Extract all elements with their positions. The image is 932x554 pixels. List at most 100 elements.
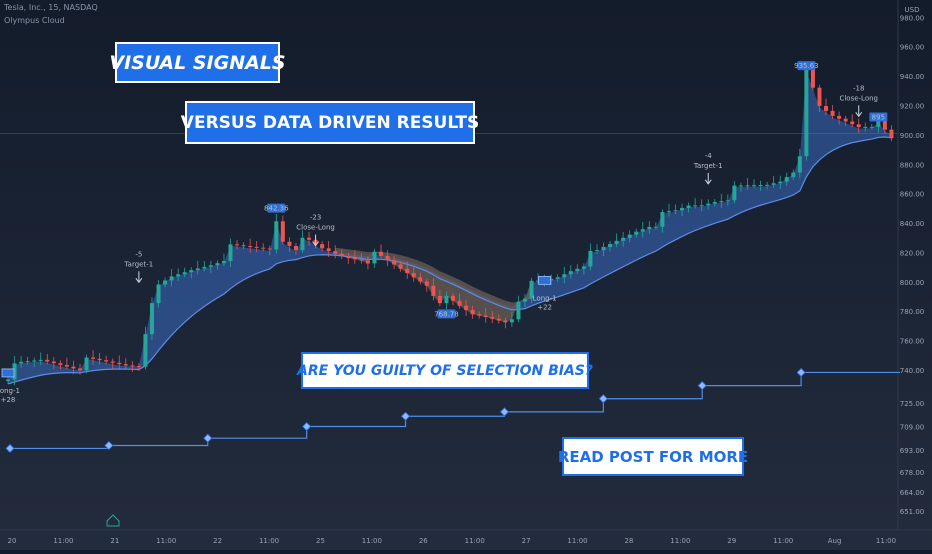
candle-body <box>437 295 442 304</box>
y-tick-label: 880.00 <box>900 161 925 169</box>
trade-pnl: +22 <box>537 303 552 311</box>
equity-node <box>400 411 411 421</box>
candle-body <box>503 320 508 323</box>
candle-body <box>686 205 691 208</box>
y-tick-label: 800.00 <box>900 279 925 287</box>
x-tick-label: 27 <box>522 537 531 545</box>
candle-body <box>830 110 835 116</box>
trade-label: Long-1 <box>533 294 557 302</box>
trade-pnl: -18 <box>853 84 864 92</box>
candle-body <box>143 334 148 367</box>
candle-body <box>195 268 200 271</box>
y-tick-label: 960.00 <box>900 44 925 52</box>
candle-body <box>477 314 482 316</box>
y-tick-label: 820.00 <box>900 249 925 257</box>
price-flag <box>869 112 888 122</box>
candle-body <box>84 357 89 371</box>
price-flag <box>267 203 286 213</box>
exit-arrowhead <box>855 111 863 118</box>
candle-body <box>765 184 770 186</box>
equity-node <box>302 421 312 432</box>
candle-body <box>156 284 161 304</box>
candle-body <box>562 274 567 278</box>
candle-body <box>235 244 240 246</box>
candle-body <box>280 221 285 242</box>
trade-label: Target-1 <box>124 260 154 268</box>
x-tick-label: 11:00 <box>876 537 896 545</box>
equity-node <box>104 440 114 451</box>
x-tick-label: 29 <box>727 537 736 545</box>
candle-body <box>536 280 541 282</box>
candle-body <box>176 274 181 277</box>
candle-body <box>496 318 501 321</box>
candle-body <box>699 205 704 207</box>
candle-body <box>77 368 82 371</box>
candle-body <box>293 245 298 251</box>
equity-curve <box>10 371 900 450</box>
candle-body <box>601 247 606 251</box>
candle-body <box>804 69 809 157</box>
candle-body <box>267 248 272 250</box>
candle-body <box>339 253 344 256</box>
candle-body <box>719 201 724 203</box>
candle-body <box>581 266 586 269</box>
y-tick-label: 980.00 <box>900 14 925 22</box>
exit-arrowhead <box>135 278 143 284</box>
visual-signals-banner: VISUAL SIGNALS <box>109 42 286 83</box>
candle-body <box>653 226 658 228</box>
y-tick-label: 664.00 <box>900 489 925 497</box>
candles <box>6 63 894 386</box>
candle-body <box>680 207 685 211</box>
candle-body <box>405 268 410 274</box>
candle-body <box>771 183 776 185</box>
candle-body <box>608 243 613 248</box>
x-tick-label: 11:00 <box>567 537 587 545</box>
candle-body <box>254 246 259 248</box>
trade-label: Long-1 <box>0 387 20 395</box>
trade-label: Close-Long <box>839 94 878 102</box>
candle-body <box>693 205 698 207</box>
equity-node <box>5 443 15 453</box>
candle-body <box>791 172 796 178</box>
x-tick-label: 11:00 <box>53 537 73 545</box>
candle-body <box>228 244 233 262</box>
candle-body <box>444 295 449 304</box>
candle-body <box>706 203 711 206</box>
equity-node <box>499 407 510 417</box>
candle-body <box>738 185 743 187</box>
candle-body <box>163 280 168 285</box>
candle-body <box>614 240 619 244</box>
candle-body <box>398 264 403 269</box>
x-tick-label: 11:00 <box>670 537 690 545</box>
x-tick-label: 11:00 <box>259 537 279 545</box>
equity-node <box>796 367 806 378</box>
candle-body <box>45 359 50 362</box>
candle-body <box>38 359 43 361</box>
price-flag <box>437 309 456 319</box>
candle-body <box>549 278 554 281</box>
versus-banner: VERSUS DATA DRIVEN RESULTS <box>181 101 479 144</box>
candle-body <box>71 366 76 369</box>
x-tick-label: 11:00 <box>156 537 176 545</box>
candle-body <box>850 121 855 125</box>
trade-pnl: +28 <box>1 396 16 404</box>
candle-body <box>261 247 266 249</box>
candle-body <box>12 363 17 380</box>
candle-body <box>516 301 521 320</box>
candle-body <box>287 241 292 246</box>
candle-body <box>307 237 312 240</box>
candle-body <box>182 272 187 275</box>
candle-body <box>25 361 30 363</box>
x-tick-label: 26 <box>419 537 428 545</box>
candle-body <box>418 277 423 282</box>
candle-body <box>104 360 109 362</box>
candle-body <box>778 181 783 184</box>
y-tick-label: 709.00 <box>900 424 925 432</box>
candle-body <box>575 268 580 272</box>
y-tick-label: 760.00 <box>900 338 925 346</box>
candle-body <box>634 231 639 235</box>
trade-label: Close-Long <box>296 224 335 232</box>
candle-body <box>149 303 154 335</box>
